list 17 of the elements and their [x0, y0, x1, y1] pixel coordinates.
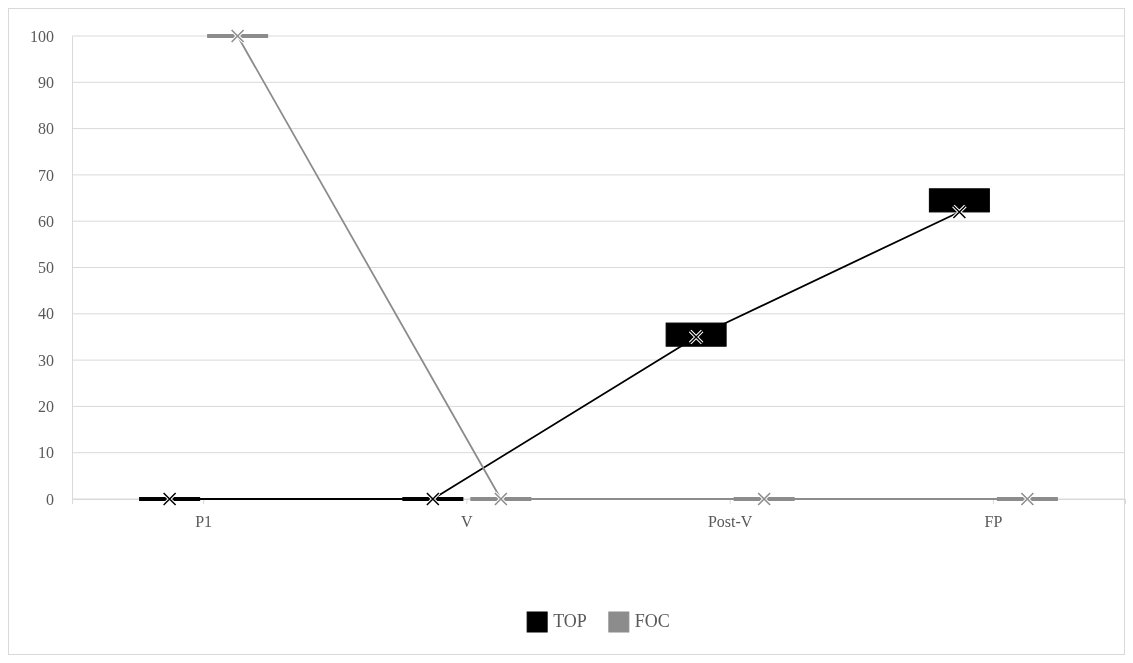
x-tick-label: Post-V [707, 513, 753, 531]
y-tick-label: 100 [30, 27, 54, 45]
y-tick-label: 50 [38, 259, 54, 277]
legend-label: TOP [553, 611, 587, 631]
legend-label: FOC [634, 611, 670, 631]
x-tick-label: P1 [195, 513, 213, 531]
y-tick-label: 80 [38, 120, 54, 138]
y-tick-label: 20 [38, 398, 54, 416]
y-tick-label: 40 [38, 305, 54, 323]
x-tick-label: FP [984, 513, 1003, 531]
y-tick-label: 30 [38, 351, 54, 369]
x-tick-label: V [461, 513, 474, 531]
y-tick-label: 0 [46, 490, 54, 508]
y-tick-label: 10 [38, 444, 54, 462]
y-tick-label: 60 [38, 212, 54, 230]
y-tick-label: 90 [38, 73, 54, 91]
y-tick-label: 70 [38, 166, 54, 184]
